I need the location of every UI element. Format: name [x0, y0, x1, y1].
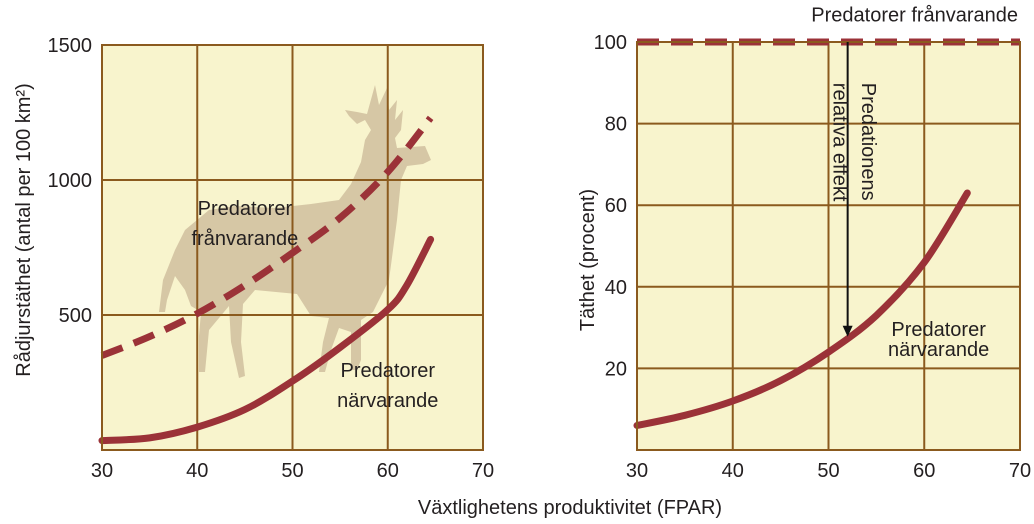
- y-tick-labels: 20 40 60 80 100: [594, 32, 627, 380]
- series-predators-present-line: [633, 189, 971, 429]
- deer-silhouette-icon: [159, 85, 431, 378]
- chart-deer-density: 30 40 50 60 70 500 1000 1500 Predatorer frånvar…: [13, 35, 494, 482]
- plot-frame: [101, 44, 484, 451]
- y-tick-labels: 500 1000 1500: [48, 35, 93, 327]
- x-tick-label: 70: [1009, 460, 1031, 482]
- annotations: Predatorer frånvarande Predationens relati…: [811, 5, 1018, 362]
- x-tick-labels: 30 40 50 60 70: [626, 460, 1031, 482]
- plot-frame: [636, 41, 1021, 451]
- x-tick-label: 50: [817, 460, 839, 482]
- y-axis-label: Täthet (procent): [577, 189, 599, 331]
- annotation-label: Predatorer: [891, 319, 986, 341]
- y-tick-label: 40: [605, 277, 627, 299]
- x-tick-label: 30: [626, 460, 648, 482]
- x-tick-label: 70: [472, 460, 494, 482]
- y-tick-label: 1000: [48, 170, 93, 192]
- annotations: Predatorer frånvarande Predatorer närvarand…: [192, 198, 439, 412]
- annotation-label: närvarande: [337, 390, 438, 412]
- x-tick-label: 30: [91, 460, 113, 482]
- annotation-label: närvarande: [888, 339, 989, 361]
- x-tick-label: 50: [281, 460, 303, 482]
- x-tick-label: 40: [722, 460, 744, 482]
- annotation-label: relativa effekt: [828, 83, 850, 202]
- x-tick-labels: 30 40 50 60 70: [91, 460, 494, 482]
- annotation-label: Predatorer: [198, 198, 293, 220]
- annotation-label: Predatorer: [341, 360, 436, 382]
- x-axis-label: Växtlighetens produktivitet (FPAR): [418, 497, 722, 519]
- x-tick-label: 40: [186, 460, 208, 482]
- y-tick-label: 500: [59, 305, 92, 327]
- x-tick-label: 60: [377, 460, 399, 482]
- y-tick-label: 20: [605, 358, 627, 380]
- chart-relative-density: 30 40 50 60 70 20 40 60 80 100 Predatorer frånva…: [577, 5, 1031, 482]
- series-predators-absent-line: [100, 115, 434, 359]
- annotation-label: Predatorer frånvarande: [811, 5, 1018, 27]
- y-tick-label: 60: [605, 195, 627, 217]
- y-tick-label: 1500: [48, 35, 93, 57]
- y-tick-label: 100: [594, 32, 627, 54]
- series-predators-present-line: [98, 235, 435, 445]
- annotation-label: Predationens: [857, 83, 879, 201]
- y-axis-label: Rådjurstäthet (antal per 100 km²): [13, 83, 35, 376]
- annotation-label: frånvarande: [192, 228, 299, 250]
- x-tick-label: 60: [913, 460, 935, 482]
- arrow-head-icon: [842, 325, 853, 337]
- y-tick-label: 80: [605, 114, 627, 136]
- grid: [637, 42, 1020, 450]
